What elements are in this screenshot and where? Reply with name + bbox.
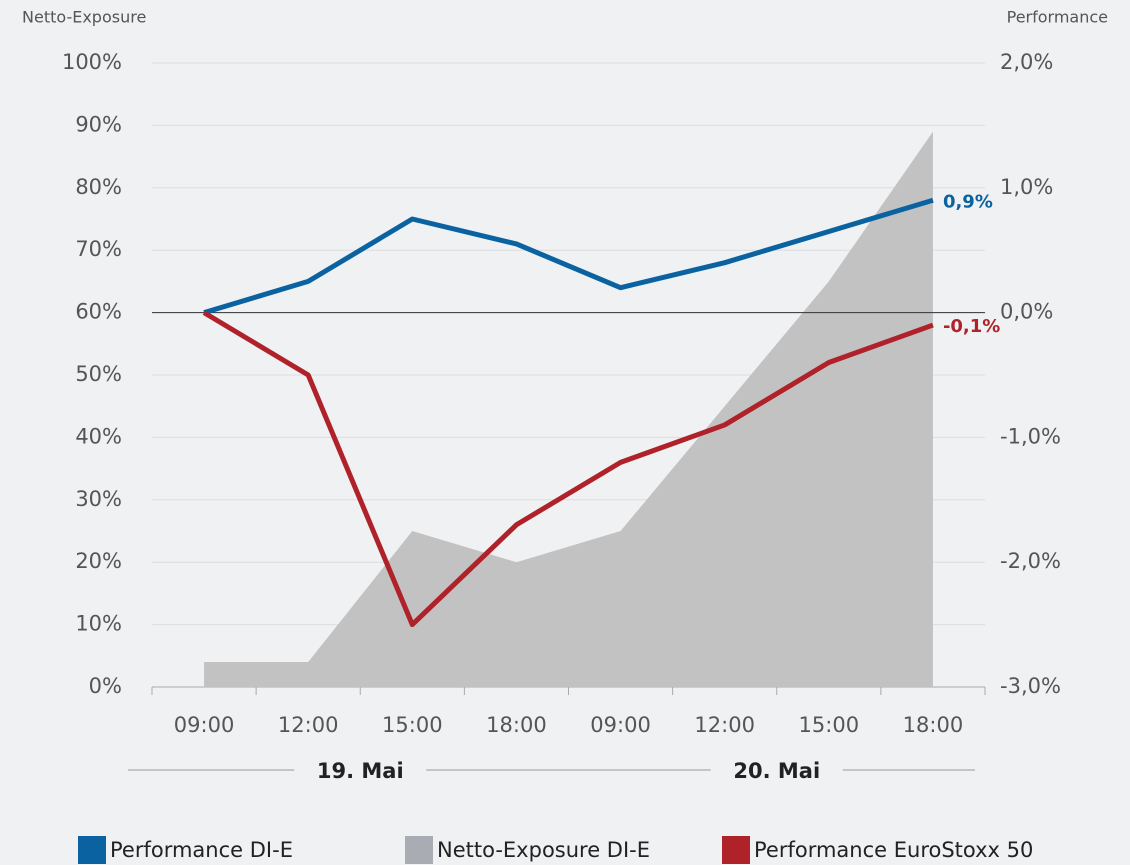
y2-axis-title: Performance — [1007, 8, 1108, 27]
group-label: 20. Mai — [733, 759, 820, 783]
x-tick-label: 18:00 — [486, 713, 547, 737]
y-tick-label: 90% — [75, 112, 122, 136]
y-axis-title: Netto-Exposure — [22, 8, 146, 27]
x-tick-label: 09:00 — [174, 713, 235, 737]
legend-label: Performance DI-E — [110, 838, 293, 862]
x-tick-label: 12:00 — [278, 713, 339, 737]
y-tick-label: 50% — [75, 362, 122, 386]
x-tick-label: 18:00 — [903, 713, 964, 737]
y2-tick-label: 0,0% — [1000, 300, 1053, 324]
area — [204, 131, 933, 687]
y-tick-label: 70% — [75, 237, 122, 261]
y-tick-label: 30% — [75, 487, 122, 511]
y-tick-label: 20% — [75, 549, 122, 573]
legend-swatch — [78, 836, 106, 864]
y2-tick-label: -1,0% — [1000, 424, 1061, 448]
legend-label: Netto-Exposure DI-E — [437, 838, 650, 862]
y-tick-label: 60% — [75, 300, 122, 324]
line — [202, 310, 934, 628]
y2-tick-label: -3,0% — [1000, 674, 1061, 698]
legend-label: Performance EuroStoxx 50 — [754, 838, 1033, 862]
x-tick-label: 12:00 — [694, 713, 755, 737]
group-label: 19. Mai — [317, 759, 404, 783]
y2-tick-label: 2,0% — [1000, 50, 1053, 74]
y-tick-label: 40% — [75, 424, 122, 448]
data-label: -0,1% — [943, 316, 1000, 337]
y-tick-label: 0% — [89, 674, 122, 698]
x-tick-label: 15:00 — [799, 713, 860, 737]
y2-tick-label: -2,0% — [1000, 549, 1061, 573]
x-tick-label: 15:00 — [382, 713, 443, 737]
y-tick-label: 100% — [62, 50, 122, 74]
y2-tick-label: 1,0% — [1000, 175, 1053, 199]
data-label: 0,9% — [943, 191, 993, 212]
legend-swatch — [722, 836, 750, 864]
y-tick-label: 10% — [75, 612, 122, 636]
x-tick-label: 09:00 — [590, 713, 651, 737]
legend-swatch — [405, 836, 433, 864]
line — [203, 197, 934, 315]
y-tick-label: 80% — [75, 175, 122, 199]
